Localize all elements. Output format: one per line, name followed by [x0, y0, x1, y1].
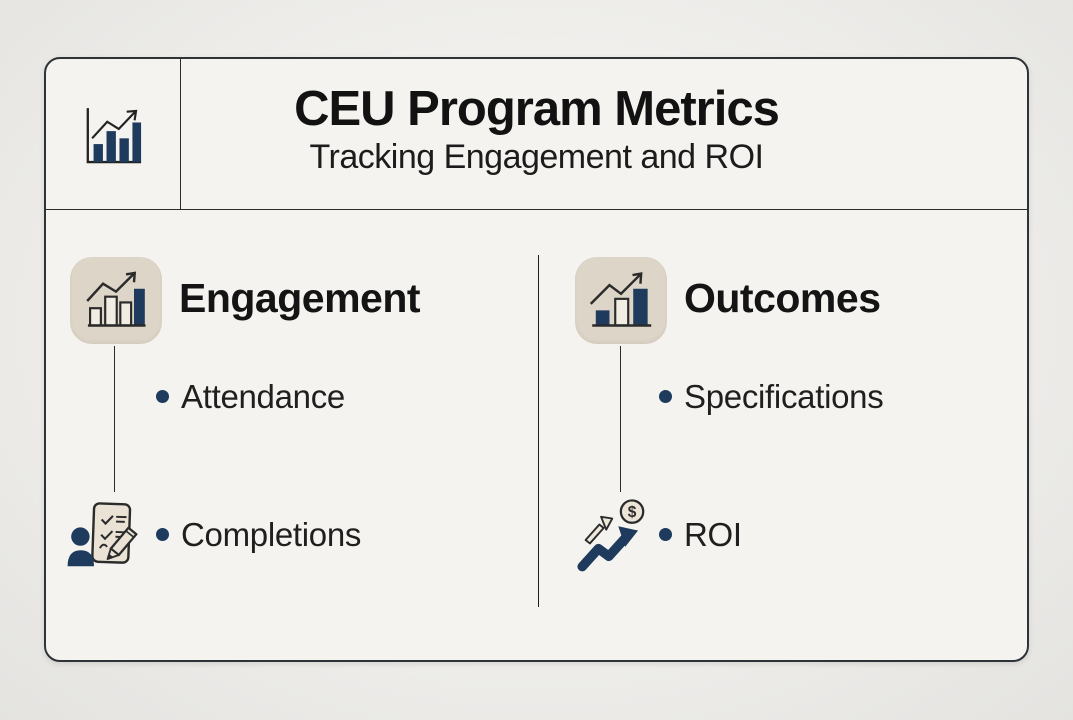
page-subtitle: Tracking Engagement and ROI [309, 138, 764, 176]
engagement-connector-line [114, 346, 115, 492]
bullet-dot [156, 390, 169, 403]
person-checklist-icon [66, 496, 146, 587]
bullet-dot [156, 528, 169, 541]
money-growth-arrow-icon: $ [576, 497, 664, 588]
header-band: CEU Program Metrics Tracking Engagement … [46, 59, 1027, 210]
bullet-dot [659, 528, 672, 541]
outcomes-section-tile [575, 257, 667, 344]
header-icon-box [46, 59, 181, 209]
engagement-item-attendance: Attendance [181, 378, 345, 415]
header-titles: CEU Program Metrics Tracking Engagement … [46, 81, 1027, 177]
outcomes-section-title: Outcomes [684, 275, 881, 321]
column-divider [538, 255, 539, 607]
engagement-item-completions: Completions [181, 516, 362, 553]
page-title: CEU Program Metrics [294, 82, 780, 136]
bar-chart-trend-icon [86, 108, 142, 164]
engagement-section-title: Engagement [179, 275, 421, 321]
bullet-dot [659, 390, 672, 403]
engagement-section-tile [70, 257, 162, 344]
outcomes-connector-line [620, 346, 621, 492]
outcomes-item-roi: ROI [684, 516, 742, 553]
bar-chart-growth-icon [86, 270, 146, 327]
dollar-sign: $ [628, 504, 637, 521]
metrics-card: CEU Program Metrics Tracking Engagement … [44, 57, 1029, 662]
outcomes-item-specifications: Specifications [684, 378, 884, 415]
bar-chart-growth-icon [589, 271, 652, 327]
